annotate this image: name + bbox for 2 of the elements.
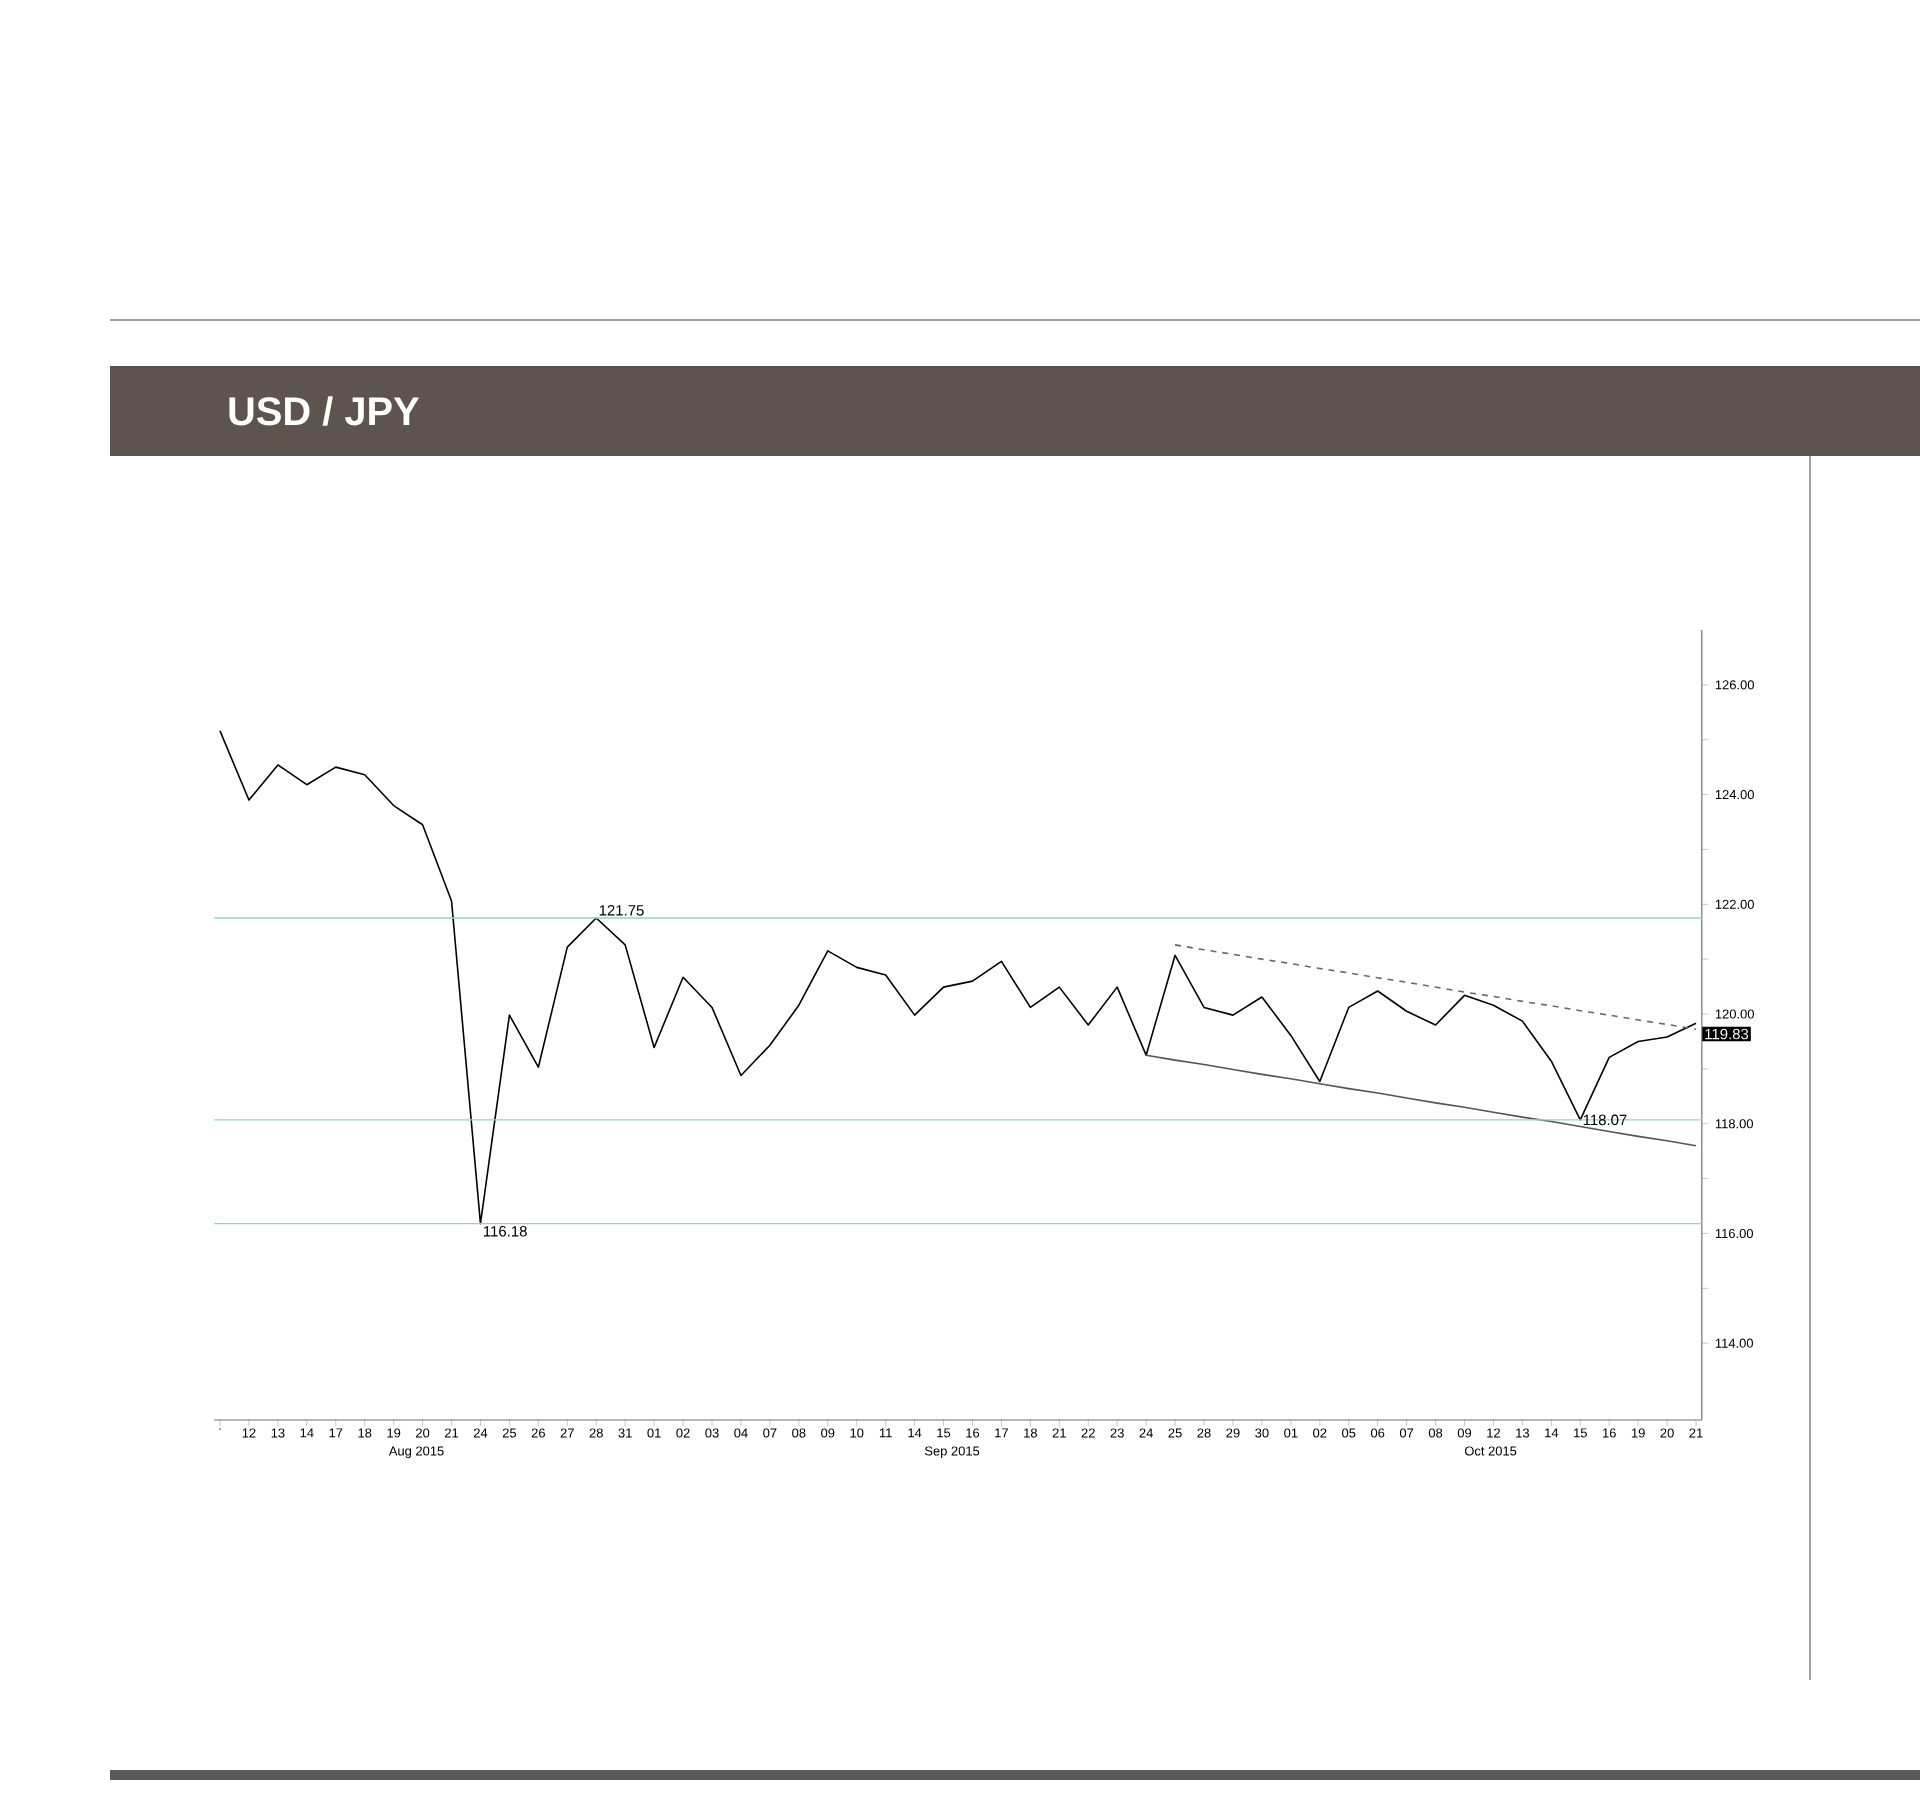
- line-series: [219, 730, 1697, 1225]
- chart-title: USD / JPY: [229, 396, 420, 426]
